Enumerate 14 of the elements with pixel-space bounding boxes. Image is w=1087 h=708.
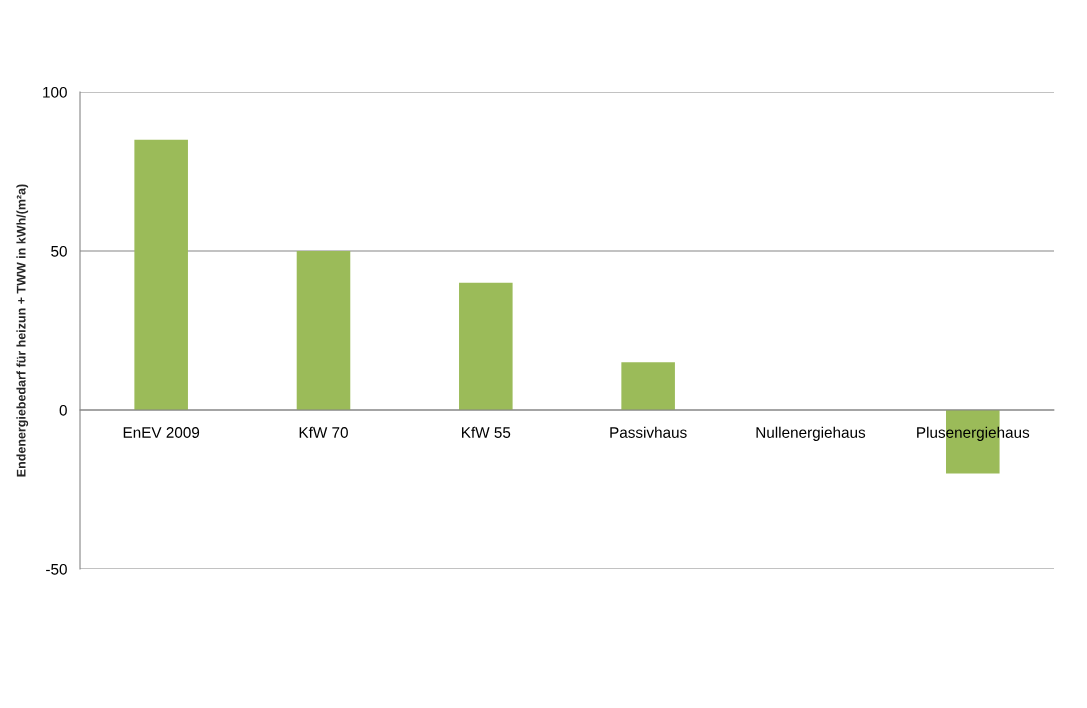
x-tick-label: Passivhaus	[610, 426, 687, 438]
bar	[621, 362, 675, 411]
y-tick-label: -50	[46, 563, 67, 575]
x-tick-label: KfW 55	[462, 426, 511, 438]
x-tick-label: EnEV 2009	[123, 427, 200, 438]
y-tick-label: 0	[59, 404, 67, 416]
bar	[296, 251, 351, 411]
y-tick-label: 100	[43, 86, 67, 98]
bar	[459, 282, 513, 411]
x-tick-label: Nullenergiehaus	[756, 426, 866, 441]
x-tick-label: KfW 70	[299, 426, 348, 438]
y-tick-label: 50	[51, 245, 67, 257]
bar	[134, 139, 188, 411]
y-axis-title: Endenergiebedarf für heizun + TWW in kWh/(m²a)	[16, 184, 29, 477]
